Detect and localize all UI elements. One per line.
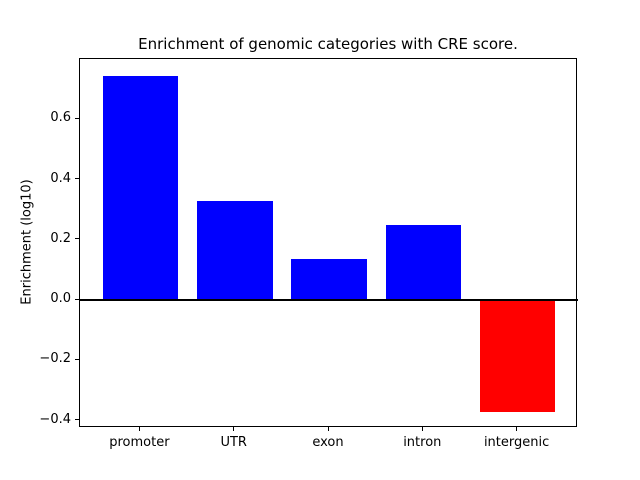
- bar-intergenic: [479, 300, 556, 412]
- y-tick-mark: [75, 117, 79, 119]
- bar-exon: [291, 259, 367, 300]
- bar-promoter: [102, 75, 179, 300]
- y-tick-label-−0.2: −0.2: [39, 351, 71, 367]
- y-tick-label-0.4: 0.4: [50, 170, 71, 186]
- y-tick-mark: [75, 238, 79, 240]
- x-tick-label-intron: intron: [403, 435, 442, 450]
- x-tick-label-intergenic: intergenic: [483, 435, 550, 450]
- x-tick-mark: [233, 427, 235, 431]
- y-tick-label-0.2: 0.2: [50, 230, 71, 246]
- y-tick-label-−0.4: −0.4: [39, 411, 71, 427]
- x-tick-label-UTR: UTR: [220, 435, 247, 450]
- zero-line: [80, 299, 578, 301]
- x-tick-label-promoter: promoter: [109, 435, 170, 450]
- x-tick-mark: [138, 427, 140, 431]
- y-tick-mark: [75, 419, 79, 420]
- y-tick-mark: [75, 298, 79, 300]
- y-tick-mark: [75, 358, 79, 360]
- x-tick-mark: [516, 427, 518, 431]
- x-tick-label-exon: exon: [312, 435, 344, 450]
- chart-title: Enrichment of genomic categories with CR…: [138, 35, 518, 53]
- y-tick-label-0.6: 0.6: [50, 110, 71, 126]
- plot-area: [79, 58, 578, 427]
- bar-intron: [385, 224, 462, 300]
- y-tick-label-0.0: 0.0: [50, 291, 71, 306]
- bar-UTR: [197, 200, 273, 300]
- x-tick-mark: [421, 427, 423, 431]
- x-tick-mark: [327, 427, 329, 431]
- y-tick-mark: [75, 178, 79, 179]
